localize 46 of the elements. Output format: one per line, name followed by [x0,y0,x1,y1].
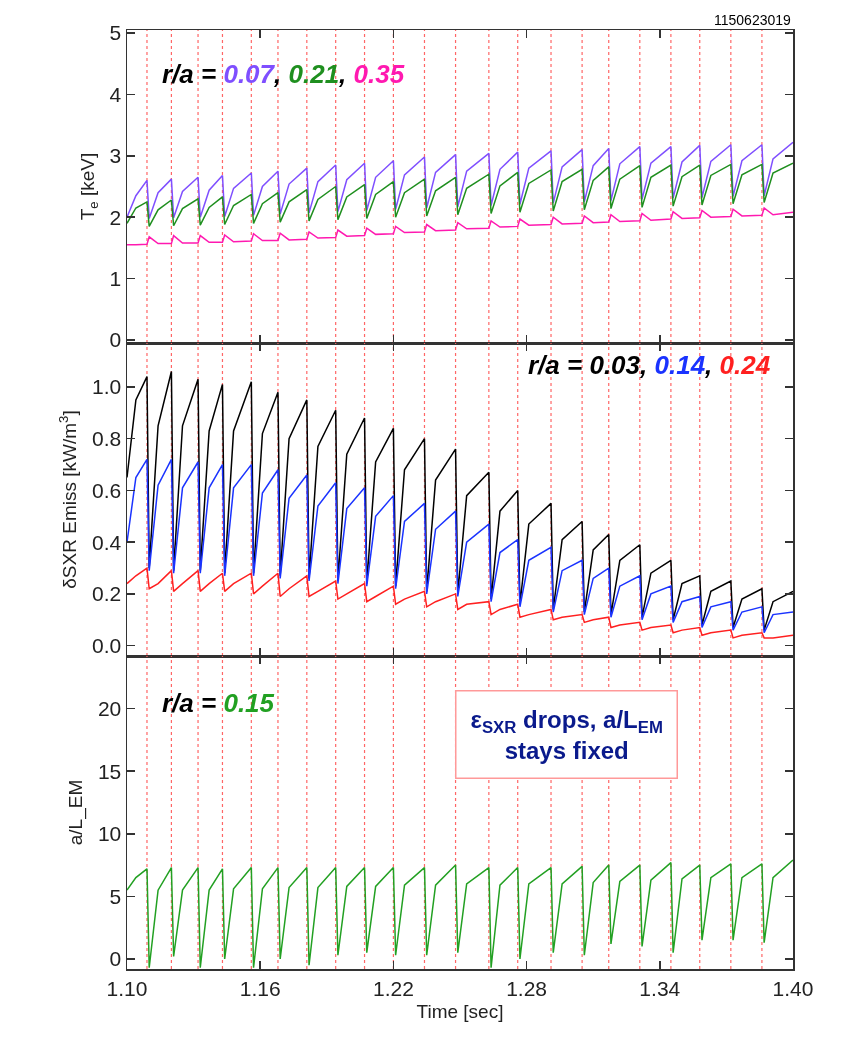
y-tick-label: 5 [109,884,122,908]
line-series [127,141,793,220]
line-series [127,458,793,634]
x-tick-label: 1.10 [106,976,148,1000]
y-tick-label: 0 [109,328,122,352]
annotation: r/a = [162,688,217,718]
y-tick-label: 3 [109,144,122,168]
annotation: , [274,59,282,89]
x-tick-label: 1.40 [772,976,814,1000]
text: 0.24 [719,350,771,380]
annotation: , [640,350,648,380]
y-tick-label: 15 [97,759,122,783]
y-tick-label: 0.8 [92,427,122,451]
line-series [127,207,793,246]
x-axis-title: Time [sec] [416,1001,504,1023]
text: 0.14 [654,350,706,380]
x-tick-label: 1.28 [506,976,548,1000]
y-tick-label: 4 [109,82,122,106]
text: 0.03 [589,350,641,380]
y-axis-title: a/L_EM [65,779,88,846]
annotation: r/a = [162,59,217,89]
y-tick-label: 1.0 [92,375,122,399]
y-tick-label: 0.6 [92,478,122,502]
y-tick-label: 2 [109,205,122,229]
y-tick-label: 20 [97,696,122,720]
line-series [127,859,793,969]
x-tick-label: 1.22 [372,976,414,1000]
annotation: ε$_{SXR}$ drops, a/L$_{EM}$ stays fixed [470,705,663,764]
annotation: , [339,59,347,89]
line-series [127,162,793,228]
text: 1150623019 [714,12,792,28]
annotation: , [705,350,713,380]
text: 0.15 [223,688,275,718]
x-tick-label: 1.34 [639,976,681,1000]
y-tick-label: 0.4 [92,530,122,554]
text: 0.21 [288,59,340,89]
line-series [127,567,793,639]
y-tick-label: 0.0 [92,634,122,657]
y-tick-label: 5 [109,21,122,45]
y-tick-label: 10 [97,822,122,846]
x-tick-label: 1.16 [239,976,281,1000]
y-tick-label: 0 [109,947,122,971]
y-tick-label: 1 [109,266,122,290]
y-tick-label: 0.2 [92,582,122,606]
annotation: r/a = [528,350,583,380]
text: 0.35 [353,59,405,89]
